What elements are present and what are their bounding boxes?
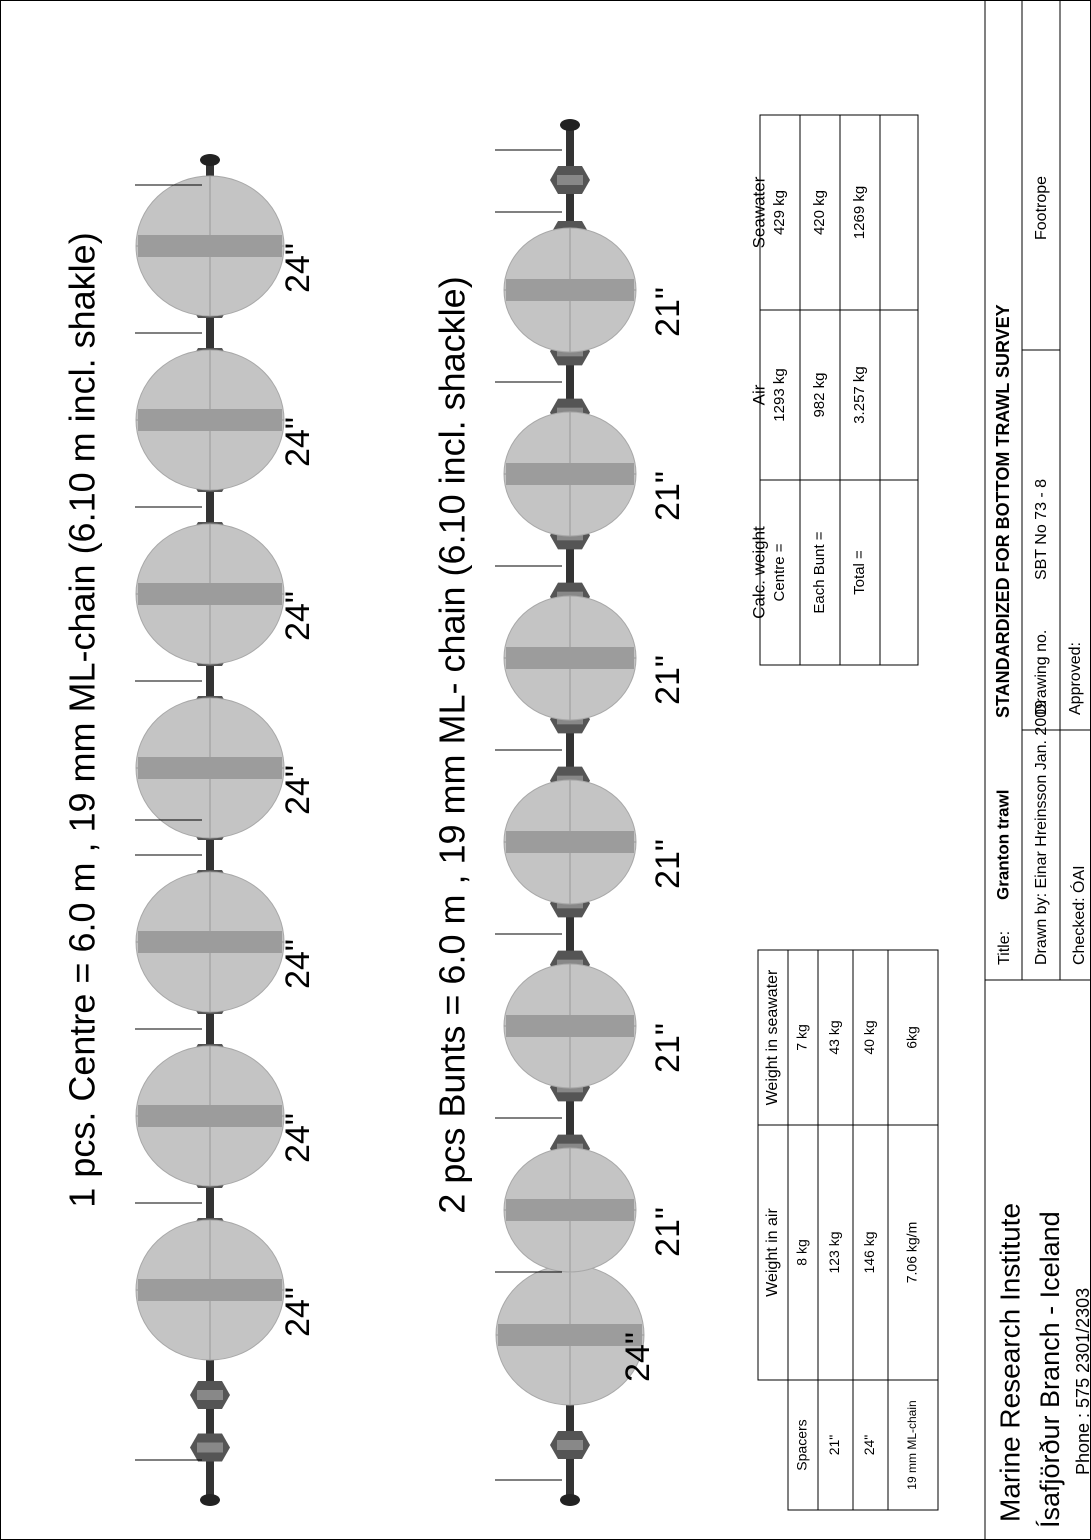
table-cell: 146 kg [861,1231,877,1273]
bobbin-band [506,831,634,853]
approved: Approved: [1067,642,1084,715]
table-cell: 1269 kg [851,186,868,239]
bobbin-band [138,1279,282,1301]
title: Granton trawl [993,789,1012,900]
bobbin-band [138,757,282,779]
drawing-no: SBT No 73 - 8 [1033,479,1050,580]
table-cell: 420 kg [811,190,828,235]
chain-end [200,154,220,166]
size-label: 24" [279,243,317,293]
spacer-band [197,1443,223,1453]
institute: Marine Research Institute [994,1203,1025,1522]
bobbin-band [506,463,634,485]
table-cell: Spacers [794,1419,810,1470]
table-header: Air [749,384,768,405]
size-label: 24" [279,765,317,815]
size-label: 24" [279,1113,317,1163]
bobbin-band [506,647,634,669]
table-header: Weight in seawater [764,969,781,1105]
table-cell: Total = [851,550,868,595]
phone: Phone : 575 2301/2303 [1073,1288,1091,1475]
table-cell: 123 kg [826,1231,842,1273]
table-cell: 8 kg [794,1239,810,1265]
table-cell: Centre = [771,543,788,601]
drawing-no-label: Drawing no. [1033,630,1050,715]
bobbin-band [138,409,282,431]
table-cell: 43 kg [826,1020,842,1054]
subject: Footrope [1033,176,1050,240]
spacer-band [557,1440,583,1450]
chain-end [560,119,580,131]
branch: Ísafjörður Branch - Iceland [1035,1211,1065,1528]
size-label: 21" [649,1207,687,1257]
table-cell: 21" [826,1435,842,1456]
table-cell: 24" [861,1435,877,1456]
bobbin-band [138,931,282,953]
size-label: 21" [649,839,687,889]
bobbin-band [506,1199,634,1221]
title-label: Title: [996,931,1013,965]
table-header: Weight in air [764,1208,781,1297]
bobbin-band [138,583,282,605]
drawn-by: Drawn by: Einar Hreinsson Jan. 2009 [1033,700,1050,965]
table-header: Seawater [749,176,768,248]
table-cell: 7.06 kg/m [904,1222,920,1283]
chain-end [560,1494,580,1506]
spacer-band [557,175,583,185]
table-cell: 19 mm ML-chain [905,1400,919,1489]
bobbin-band [138,1105,282,1127]
drawing-page: 1 pcs. Centre = 6.0 m , 19 mm ML-chain (… [0,0,1091,1540]
table-cell: 7 kg [794,1024,810,1050]
bobbin-band [138,235,282,257]
size-label: 24" [279,1287,317,1337]
table-cell: 40 kg [861,1020,877,1054]
size-label: 24" [279,939,317,989]
centre-title: 1 pcs. Centre = 6.0 m , 19 mm ML-chain (… [62,232,103,1207]
size-label: 24" [619,1332,657,1382]
table-cell: Each Bunt = [811,531,828,613]
table-cell: 982 kg [811,372,828,417]
size-label: 24" [279,417,317,467]
chain-end [200,1494,220,1506]
size-label: 21" [649,655,687,705]
table-cell: 429 kg [771,190,788,235]
size-label: 21" [649,471,687,521]
table-cell: 3.257 kg [851,366,868,424]
size-label: 24" [279,591,317,641]
bunts-title: 2 pcs Bunts = 6.0 m , 19 mm ML- chain (6… [432,276,473,1213]
spacer-band [197,1390,223,1400]
heading: STANDARDIZED FOR BOTTOM TRAWL SURVEY [993,304,1013,718]
table-cell: 6kg [904,1026,920,1049]
table-cell: 1293 kg [771,368,788,421]
bobbin-band [506,1015,634,1037]
size-label: 21" [649,287,687,337]
size-label: 21" [649,1023,687,1073]
checked: Checked: ÓAI [1069,865,1088,965]
bobbin-band [506,279,634,301]
table-header: Calc. weight [749,526,768,619]
